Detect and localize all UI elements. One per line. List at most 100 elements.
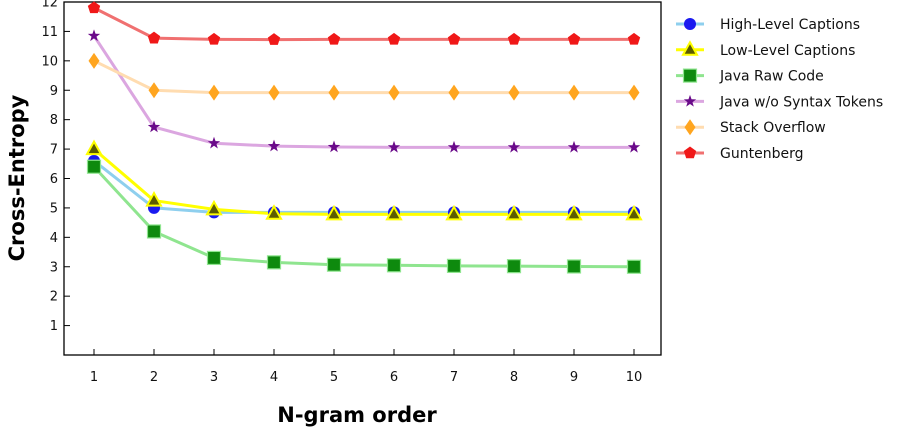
series-line-guntenberg: [93, 6, 634, 42]
legend-label: Guntenberg: [720, 146, 803, 162]
data-point-guntenberg: [447, 32, 461, 45]
x-tick-label: 2: [150, 370, 158, 385]
data-point-low-level-captions: [325, 204, 343, 221]
x-axis: 1 2 3 4 5 6 7 8 9 10: [90, 349, 642, 385]
legend-marker: [681, 40, 699, 56]
legend-item-low-level-captions: Low-Level Captions: [676, 40, 855, 59]
data-point-guntenberg: [207, 32, 221, 45]
y-tick-label: 3: [50, 260, 58, 275]
data-point-guntenberg: [147, 31, 161, 44]
data-point-java-w-o-syntax-tokens: [627, 140, 641, 153]
x-tick-label: 1: [90, 370, 98, 385]
data-point-java-w-o-syntax-tokens: [507, 140, 521, 153]
data-point-java-raw-code: [626, 259, 642, 274]
data-point-stack-overflow: [448, 84, 460, 101]
y-tick-label: 7: [50, 143, 58, 158]
data-point-java-w-o-syntax-tokens: [567, 140, 581, 153]
series-markers: [85, 1, 643, 274]
legend-marker: [684, 119, 696, 136]
legend-item-high-level-captions: High-Level Captions: [676, 17, 860, 33]
x-tick-label: 7: [450, 370, 458, 385]
data-point-java-raw-code: [266, 255, 282, 270]
y-tick-label: 9: [50, 84, 58, 99]
data-point-stack-overflow: [568, 84, 580, 101]
legend: High-Level Captions Low-Level Captions Jav…: [676, 17, 883, 162]
y-axis-title: Cross-Entropy: [5, 94, 29, 261]
data-point-java-w-o-syntax-tokens: [327, 140, 341, 153]
data-point-guntenberg: [327, 32, 341, 45]
legend-marker: [683, 94, 697, 107]
data-point-guntenberg: [87, 1, 101, 14]
x-axis-title: N-gram order: [277, 403, 437, 427]
data-point-low-level-captions: [265, 204, 283, 220]
data-point-low-level-captions: [85, 139, 103, 156]
legend-item-java-raw-code: Java Raw Code: [676, 68, 824, 85]
data-point-low-level-captions: [565, 204, 583, 221]
y-tick-label: 4: [50, 231, 58, 246]
series-line-stack-overflow: [93, 59, 634, 95]
data-point-guntenberg: [267, 33, 281, 45]
y-tick-label: 6: [50, 172, 58, 187]
data-point-guntenberg: [567, 32, 581, 45]
data-point-java-w-o-syntax-tokens: [387, 140, 401, 153]
series-line-java-raw-code: [92, 165, 635, 269]
y-tick-label: 1: [50, 319, 58, 334]
y-tick-label: 10: [41, 54, 58, 69]
data-point-java-w-o-syntax-tokens: [267, 139, 281, 152]
data-point-stack-overflow: [268, 84, 280, 101]
series-lines: [92, 6, 635, 269]
data-point-java-w-o-syntax-tokens: [147, 120, 161, 133]
series-line-java-w-o-syntax-tokens: [92, 35, 634, 149]
legend-marker: [683, 146, 697, 159]
y-tick-label: 5: [50, 201, 58, 216]
data-point-stack-overflow: [628, 84, 640, 101]
y-tick-label: 12: [41, 0, 58, 11]
data-point-guntenberg: [387, 32, 401, 45]
data-point-java-raw-code: [506, 259, 522, 274]
legend-label: Java w/o Syntax Tokens: [719, 94, 883, 110]
legend-label: High-Level Captions: [720, 17, 860, 33]
legend-label: Stack Overflow: [720, 120, 826, 136]
legend-item-java-w-o-syntax-tokens: Java w/o Syntax Tokens: [676, 94, 883, 110]
data-point-low-level-captions: [625, 204, 643, 221]
y-tick-label: 8: [50, 113, 58, 128]
legend-item-stack-overflow: Stack Overflow: [676, 119, 826, 136]
data-point-low-level-captions: [145, 191, 163, 207]
x-tick-label: 10: [626, 370, 643, 385]
legend-marker: [682, 68, 698, 83]
x-tick-label: 9: [570, 370, 578, 385]
x-tick-label: 5: [330, 370, 338, 385]
data-point-java-raw-code: [146, 224, 162, 239]
legend-label: Low-Level Captions: [720, 43, 855, 59]
data-point-guntenberg: [627, 32, 641, 45]
y-tick-label: 2: [50, 290, 58, 305]
data-point-java-w-o-syntax-tokens: [447, 140, 461, 153]
data-point-java-raw-code: [386, 258, 402, 273]
data-point-stack-overflow: [88, 52, 100, 69]
data-point-java-w-o-syntax-tokens: [207, 136, 221, 149]
data-point-java-raw-code: [326, 257, 342, 272]
plot-frame: [63, 1, 662, 356]
series-line-low-level-captions: [93, 147, 634, 216]
data-point-stack-overflow: [508, 84, 520, 101]
data-point-stack-overflow: [328, 84, 340, 101]
data-point-java-raw-code: [566, 259, 582, 274]
data-point-stack-overflow: [148, 82, 160, 99]
data-point-java-raw-code: [86, 159, 102, 174]
legend-label: Java Raw Code: [719, 69, 824, 85]
data-point-stack-overflow: [388, 84, 400, 101]
data-point-java-raw-code: [206, 250, 222, 266]
x-tick-label: 4: [270, 370, 278, 385]
legend-marker: [684, 18, 696, 30]
y-tick-label: 11: [41, 25, 58, 40]
data-point-low-level-captions: [505, 204, 523, 221]
data-point-low-level-captions: [445, 204, 463, 221]
x-tick-label: 3: [210, 370, 218, 385]
data-point-java-w-o-syntax-tokens: [87, 29, 101, 42]
legend-item-guntenberg: Guntenberg: [676, 146, 803, 162]
data-point-guntenberg: [507, 32, 521, 45]
series-line-high-level-captions: [93, 159, 634, 214]
data-point-stack-overflow: [208, 84, 220, 101]
